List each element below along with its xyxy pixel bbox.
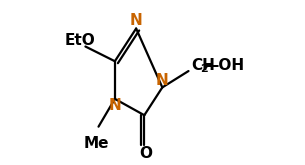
Text: EtO: EtO [64,33,95,48]
Text: Me: Me [83,136,109,151]
Text: N: N [130,13,142,28]
Text: —OH: —OH [203,58,244,73]
Text: N: N [156,73,169,88]
Text: N: N [109,98,121,113]
Text: 2: 2 [200,64,208,74]
Text: O: O [139,146,152,161]
Text: CH: CH [191,58,215,73]
